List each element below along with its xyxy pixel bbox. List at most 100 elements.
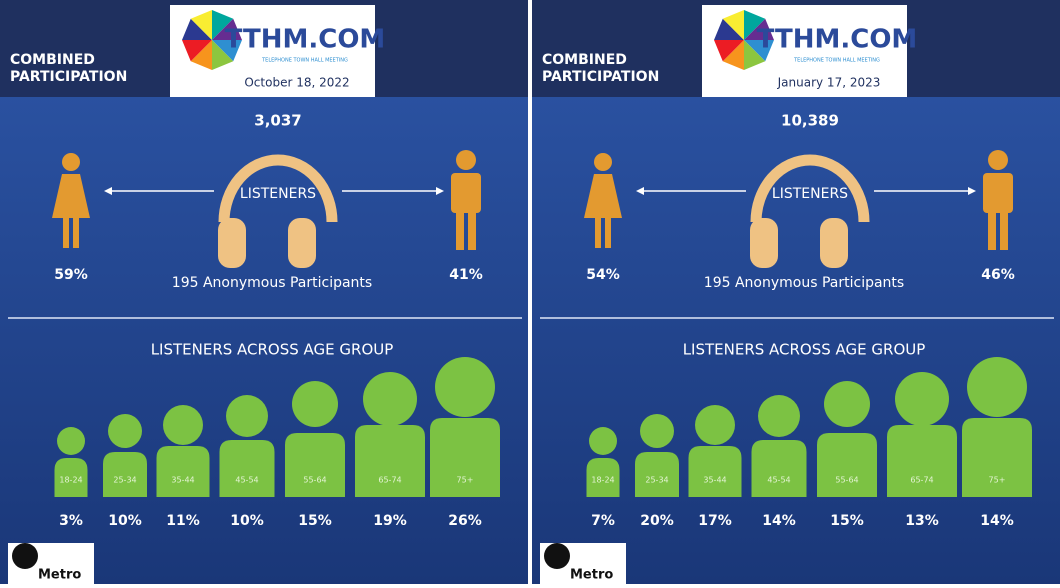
headphone-band (218, 154, 338, 223)
age-label: 65-74 (378, 476, 401, 485)
age-label: 75+ (989, 476, 1006, 485)
age-body (156, 446, 210, 497)
metro-mark (544, 543, 570, 569)
ear-cup (750, 218, 778, 268)
age-body (54, 458, 88, 497)
arrow-head (436, 187, 444, 195)
age-percent: 15% (298, 513, 332, 529)
logo-tagline: TELEPHONE TOWN HALL MEETING (261, 58, 348, 64)
age-head (363, 372, 417, 426)
arrow-head (968, 187, 976, 195)
listener-total: 3,037 (254, 112, 301, 130)
age-body (962, 418, 1032, 497)
logo-mark (722, 40, 744, 70)
ear-cup (288, 218, 316, 268)
female-leg (63, 216, 69, 248)
female-percent: 59% (54, 267, 88, 283)
female-body (584, 174, 622, 218)
logo-mark (212, 10, 234, 40)
header-title: COMBINED PARTICIPATION (542, 52, 659, 85)
age-head (292, 381, 338, 427)
age-head (226, 395, 268, 437)
listeners-label: LISTENERS (240, 186, 316, 202)
age-label: 45-54 (235, 476, 258, 485)
logo-tagline: TELEPHONE TOWN HALL MEETING (793, 58, 880, 64)
female-leg (595, 216, 601, 248)
age-body (219, 440, 275, 497)
age-head (967, 357, 1027, 417)
event-date: October 18, 2022 (244, 76, 349, 90)
female-leg (605, 216, 611, 248)
age-body (887, 425, 957, 497)
age-head (163, 405, 203, 445)
age-body (751, 440, 807, 497)
logo-mark (190, 10, 212, 40)
age-label: 18-24 (59, 476, 82, 485)
logo-text: TTHM.COM (225, 25, 386, 55)
participants: 195 Anonymous Participants (172, 275, 372, 291)
age-label: 18-24 (591, 476, 614, 485)
age-percent: 10% (108, 513, 142, 529)
logo-mark (212, 40, 242, 62)
age-head (435, 357, 495, 417)
male-percent: 41% (449, 267, 483, 283)
male-head (988, 150, 1008, 170)
age-label: 65-74 (910, 476, 933, 485)
arrow-head (104, 187, 112, 195)
female-leg (73, 216, 79, 248)
logo-mark (744, 40, 766, 70)
age-title: LISTENERS ACROSS AGE GROUP (683, 341, 926, 359)
age-head (695, 405, 735, 445)
age-body (688, 446, 742, 497)
age-percent: 11% (166, 513, 200, 529)
male-percent: 46% (981, 267, 1015, 283)
listeners-label: LISTENERS (772, 186, 848, 202)
age-percent: 15% (830, 513, 864, 529)
age-label: 55-64 (835, 476, 858, 485)
metro-text: Metro (570, 568, 613, 583)
ear-cup (218, 218, 246, 268)
female-head (594, 153, 612, 171)
event-date: January 17, 2023 (777, 76, 881, 90)
logo-mark (744, 40, 774, 62)
age-percent: 10% (230, 513, 264, 529)
metro-text: Metro (38, 568, 81, 583)
listener-total: 10,389 (781, 112, 839, 130)
panel: COMBINED PARTICIPATION TTHM.COM TELEPHONE … (532, 0, 1060, 584)
male-leg (456, 210, 464, 250)
age-body (103, 452, 147, 497)
age-head (640, 414, 674, 448)
participants: 195 Anonymous Participants (704, 275, 904, 291)
age-head (824, 381, 870, 427)
age-body (817, 433, 877, 497)
age-percent: 14% (980, 513, 1014, 529)
age-percent: 3% (59, 513, 83, 529)
logo-mark (722, 10, 744, 40)
male-body (451, 173, 481, 213)
age-head (108, 414, 142, 448)
male-body (983, 173, 1013, 213)
age-body (430, 418, 500, 497)
age-label: 35-44 (703, 476, 726, 485)
age-head (895, 372, 949, 426)
logo-mark (744, 18, 774, 40)
age-percent: 13% (905, 513, 939, 529)
age-percent: 26% (448, 513, 482, 529)
logo-mark (182, 18, 212, 40)
male-head (456, 150, 476, 170)
age-percent: 20% (640, 513, 674, 529)
age-percent: 14% (762, 513, 796, 529)
age-head (758, 395, 800, 437)
arrow-head (636, 187, 644, 195)
logo-mark (212, 18, 242, 40)
age-label: 25-34 (113, 476, 136, 485)
logo-mark (182, 40, 212, 62)
female-percent: 54% (586, 267, 620, 283)
age-body (586, 458, 620, 497)
age-percent: 7% (591, 513, 615, 529)
panel: COMBINED PARTICIPATION TTHM.COM TELEPHONE … (0, 0, 528, 584)
logo-mark (744, 10, 766, 40)
logo-mark (714, 40, 744, 62)
age-body (285, 433, 345, 497)
